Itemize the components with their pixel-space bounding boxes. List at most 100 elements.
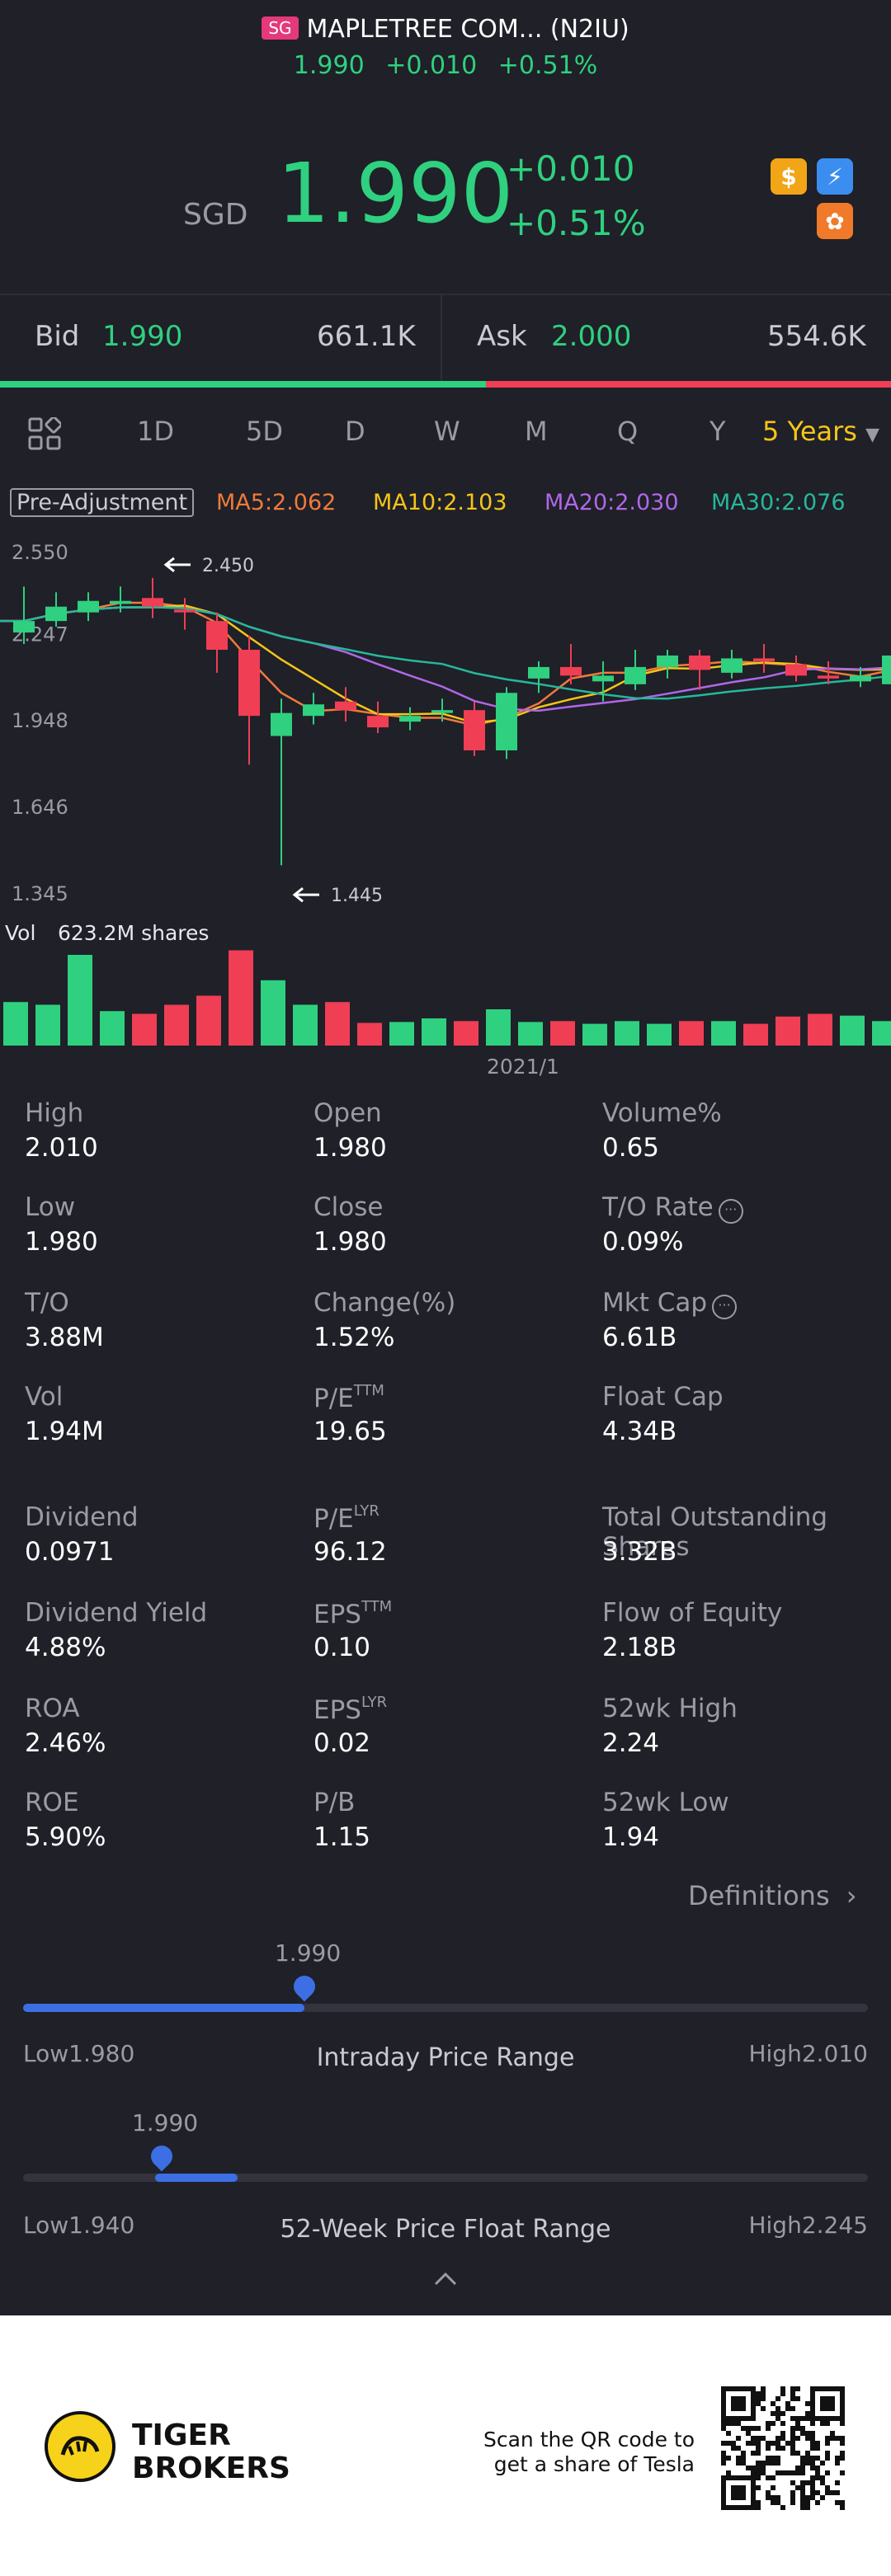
qr-module xyxy=(766,2456,771,2461)
qr-module xyxy=(840,2386,845,2391)
qr-module xyxy=(751,2396,756,2401)
qr-module xyxy=(756,2451,761,2456)
definitions-link[interactable]: Definitions › xyxy=(688,1880,857,1911)
qr-module xyxy=(810,2480,815,2485)
tab-d[interactable]: D xyxy=(345,416,365,447)
qr-module xyxy=(825,2401,830,2406)
stat-value-high: 2.010 xyxy=(25,1133,98,1163)
qr-module xyxy=(776,2396,780,2401)
qr-module xyxy=(746,2441,751,2446)
stat-value-vol: 1.94M xyxy=(25,1417,104,1446)
tab-5-years[interactable]: 5 Years ▼ xyxy=(762,416,879,447)
volume-bar xyxy=(679,1021,704,1046)
currency-label: SGD xyxy=(183,198,248,232)
tab-5d[interactable]: 5D xyxy=(246,416,283,447)
ribbon-icon[interactable]: ✿ xyxy=(817,203,853,239)
collapse-chevron-up-icon[interactable] xyxy=(434,2271,457,2294)
bid-size: 661.1K xyxy=(317,320,416,353)
qr-module xyxy=(776,2406,780,2411)
stat-value-52wk-high: 2.24 xyxy=(602,1728,660,1758)
qr-module xyxy=(810,2401,815,2406)
ask-price: 2.000 xyxy=(551,320,632,353)
qr-module xyxy=(795,2436,800,2441)
qr-module xyxy=(815,2416,820,2421)
qr-module xyxy=(776,2495,780,2500)
qr-module xyxy=(766,2475,771,2480)
tab-1d[interactable]: 1D xyxy=(137,416,174,447)
dollar-icon[interactable]: $ xyxy=(771,158,807,195)
bid-ask-panel: Bid 1.990 661.1K Ask 2.000 554.6K xyxy=(0,294,891,383)
qr-module xyxy=(756,2461,761,2466)
qr-module xyxy=(771,2411,776,2416)
candle-body xyxy=(657,655,678,667)
stat-value-52wk-low: 1.94 xyxy=(602,1822,660,1852)
qr-module xyxy=(766,2461,771,2466)
tab-m[interactable]: M xyxy=(525,416,548,447)
qr-module xyxy=(731,2401,736,2406)
share-footer: TIGER BROKERS Scan the QR code to get a … xyxy=(0,2315,891,2576)
info-icon[interactable]: ··· xyxy=(718,1199,743,1224)
volume-bar xyxy=(486,1009,511,1046)
qr-module xyxy=(721,2500,726,2505)
qr-module xyxy=(810,2391,815,2396)
qr-module xyxy=(771,2441,776,2446)
ma10-value: MA10:2.103 xyxy=(373,490,507,515)
qr-module xyxy=(825,2490,830,2495)
qr-module xyxy=(721,2475,726,2480)
qr-module xyxy=(771,2495,776,2500)
qr-module xyxy=(795,2386,800,2391)
qr-module xyxy=(741,2451,746,2456)
tab-q[interactable]: Q xyxy=(617,416,639,447)
qr-module xyxy=(771,2485,776,2490)
stat-label-eps-lyr: EPSLYR xyxy=(314,1694,387,1725)
qr-module xyxy=(805,2416,810,2421)
qr-module xyxy=(751,2466,756,2470)
qr-module xyxy=(800,2466,805,2470)
qr-module xyxy=(810,2386,815,2391)
qr-module xyxy=(731,2505,736,2510)
qr-module xyxy=(840,2500,845,2505)
qr-module xyxy=(790,2391,795,2396)
qr-module xyxy=(825,2406,830,2411)
qr-module xyxy=(736,2485,741,2490)
layout-grid-icon[interactable] xyxy=(28,416,63,450)
candle-body xyxy=(850,675,871,682)
qr-module xyxy=(825,2456,830,2461)
intraday-high-value: 2.010 xyxy=(801,2040,868,2067)
stat-label-text: EPS xyxy=(314,1600,361,1629)
qr-module xyxy=(776,2500,780,2505)
qr-module xyxy=(830,2406,835,2411)
lightning-icon[interactable]: ⚡ xyxy=(817,158,853,195)
volume-bar xyxy=(711,1021,736,1046)
qr-module xyxy=(810,2495,815,2500)
candle-body xyxy=(238,649,260,717)
chevron-right-icon: › xyxy=(846,1880,857,1911)
volume-bar xyxy=(454,1021,478,1046)
volume-bar xyxy=(325,1002,350,1046)
tab-y[interactable]: Y xyxy=(710,416,726,447)
info-icon[interactable]: ··· xyxy=(712,1295,738,1319)
stat-label-text: Mkt Cap xyxy=(602,1288,708,1318)
stat-label-mkt-cap[interactable]: Mkt Cap ··· xyxy=(602,1288,738,1319)
qr-module xyxy=(726,2456,731,2461)
stat-value-roa: 2.46% xyxy=(25,1728,106,1758)
qr-module xyxy=(741,2401,746,2406)
qr-module xyxy=(721,2485,726,2490)
qr-module xyxy=(815,2475,820,2480)
volume-bar xyxy=(132,1013,157,1046)
volume-bar xyxy=(3,1002,28,1046)
qr-module xyxy=(800,2505,805,2510)
pre-adjustment-button[interactable]: Pre-Adjustment xyxy=(10,488,195,517)
stat-label-roa: ROA xyxy=(25,1694,80,1723)
bid-price: 1.990 xyxy=(102,320,183,353)
qr-module xyxy=(825,2485,830,2490)
qr-module xyxy=(820,2406,825,2411)
qr-module xyxy=(810,2466,815,2470)
stat-label-t-o-rate[interactable]: T/O Rate ··· xyxy=(602,1192,743,1224)
qr-module xyxy=(741,2426,746,2431)
qr-module xyxy=(830,2401,835,2406)
stat-value-t-o-rate: 0.09% xyxy=(602,1227,684,1257)
qr-module xyxy=(726,2416,731,2421)
tab-w[interactable]: W xyxy=(434,416,460,447)
